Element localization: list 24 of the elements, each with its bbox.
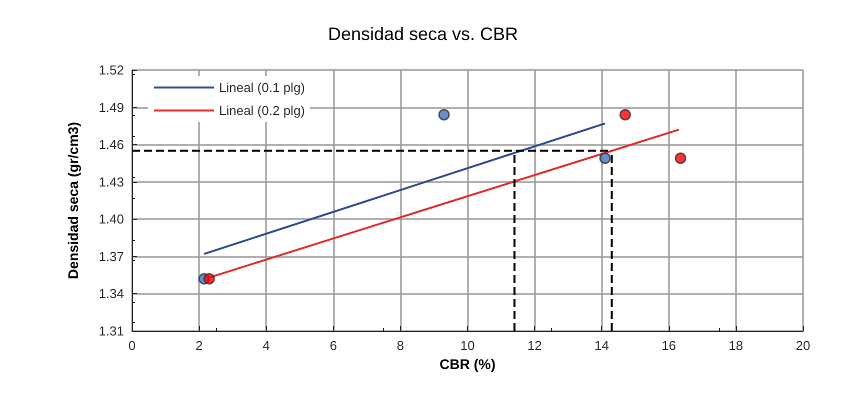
x-tick-label: 20 <box>796 338 810 353</box>
x-tick-label: 2 <box>195 338 203 353</box>
y-tick-label: 1.46 <box>98 137 124 152</box>
x-tick-label: 8 <box>396 338 404 353</box>
y-tick-label: 1.34 <box>98 286 124 302</box>
y-tick-label: 1.49 <box>98 100 124 115</box>
x-tick-label: 10 <box>460 338 475 353</box>
x-tick-label: 6 <box>330 338 337 353</box>
y-tick-label: 1.37 <box>98 248 124 264</box>
legend-label: Lineal (0.2 plg) <box>219 103 305 118</box>
x-tick-label: 12 <box>527 338 542 353</box>
x-tick-label: 4 <box>262 338 270 353</box>
legend-label: Lineal (0.1 plg) <box>219 80 305 95</box>
chart-title: Densidad seca vs. CBR <box>328 24 518 44</box>
x-tick-label: 16 <box>662 338 676 353</box>
y-tick-label: 1.43 <box>98 174 124 190</box>
y-tick-label: 1.52 <box>98 62 124 78</box>
y-tick-label: 1.31 <box>98 324 124 338</box>
y-tick-label: 1.40 <box>98 212 124 227</box>
y-axis-title: Densidad seca (gr/cm3) <box>65 122 81 280</box>
x-axis-title: CBR (%) <box>440 356 496 372</box>
x-tick-label: 0 <box>128 338 136 353</box>
x-tick-label: 14 <box>594 338 609 353</box>
x-tick-label: 18 <box>728 338 744 353</box>
